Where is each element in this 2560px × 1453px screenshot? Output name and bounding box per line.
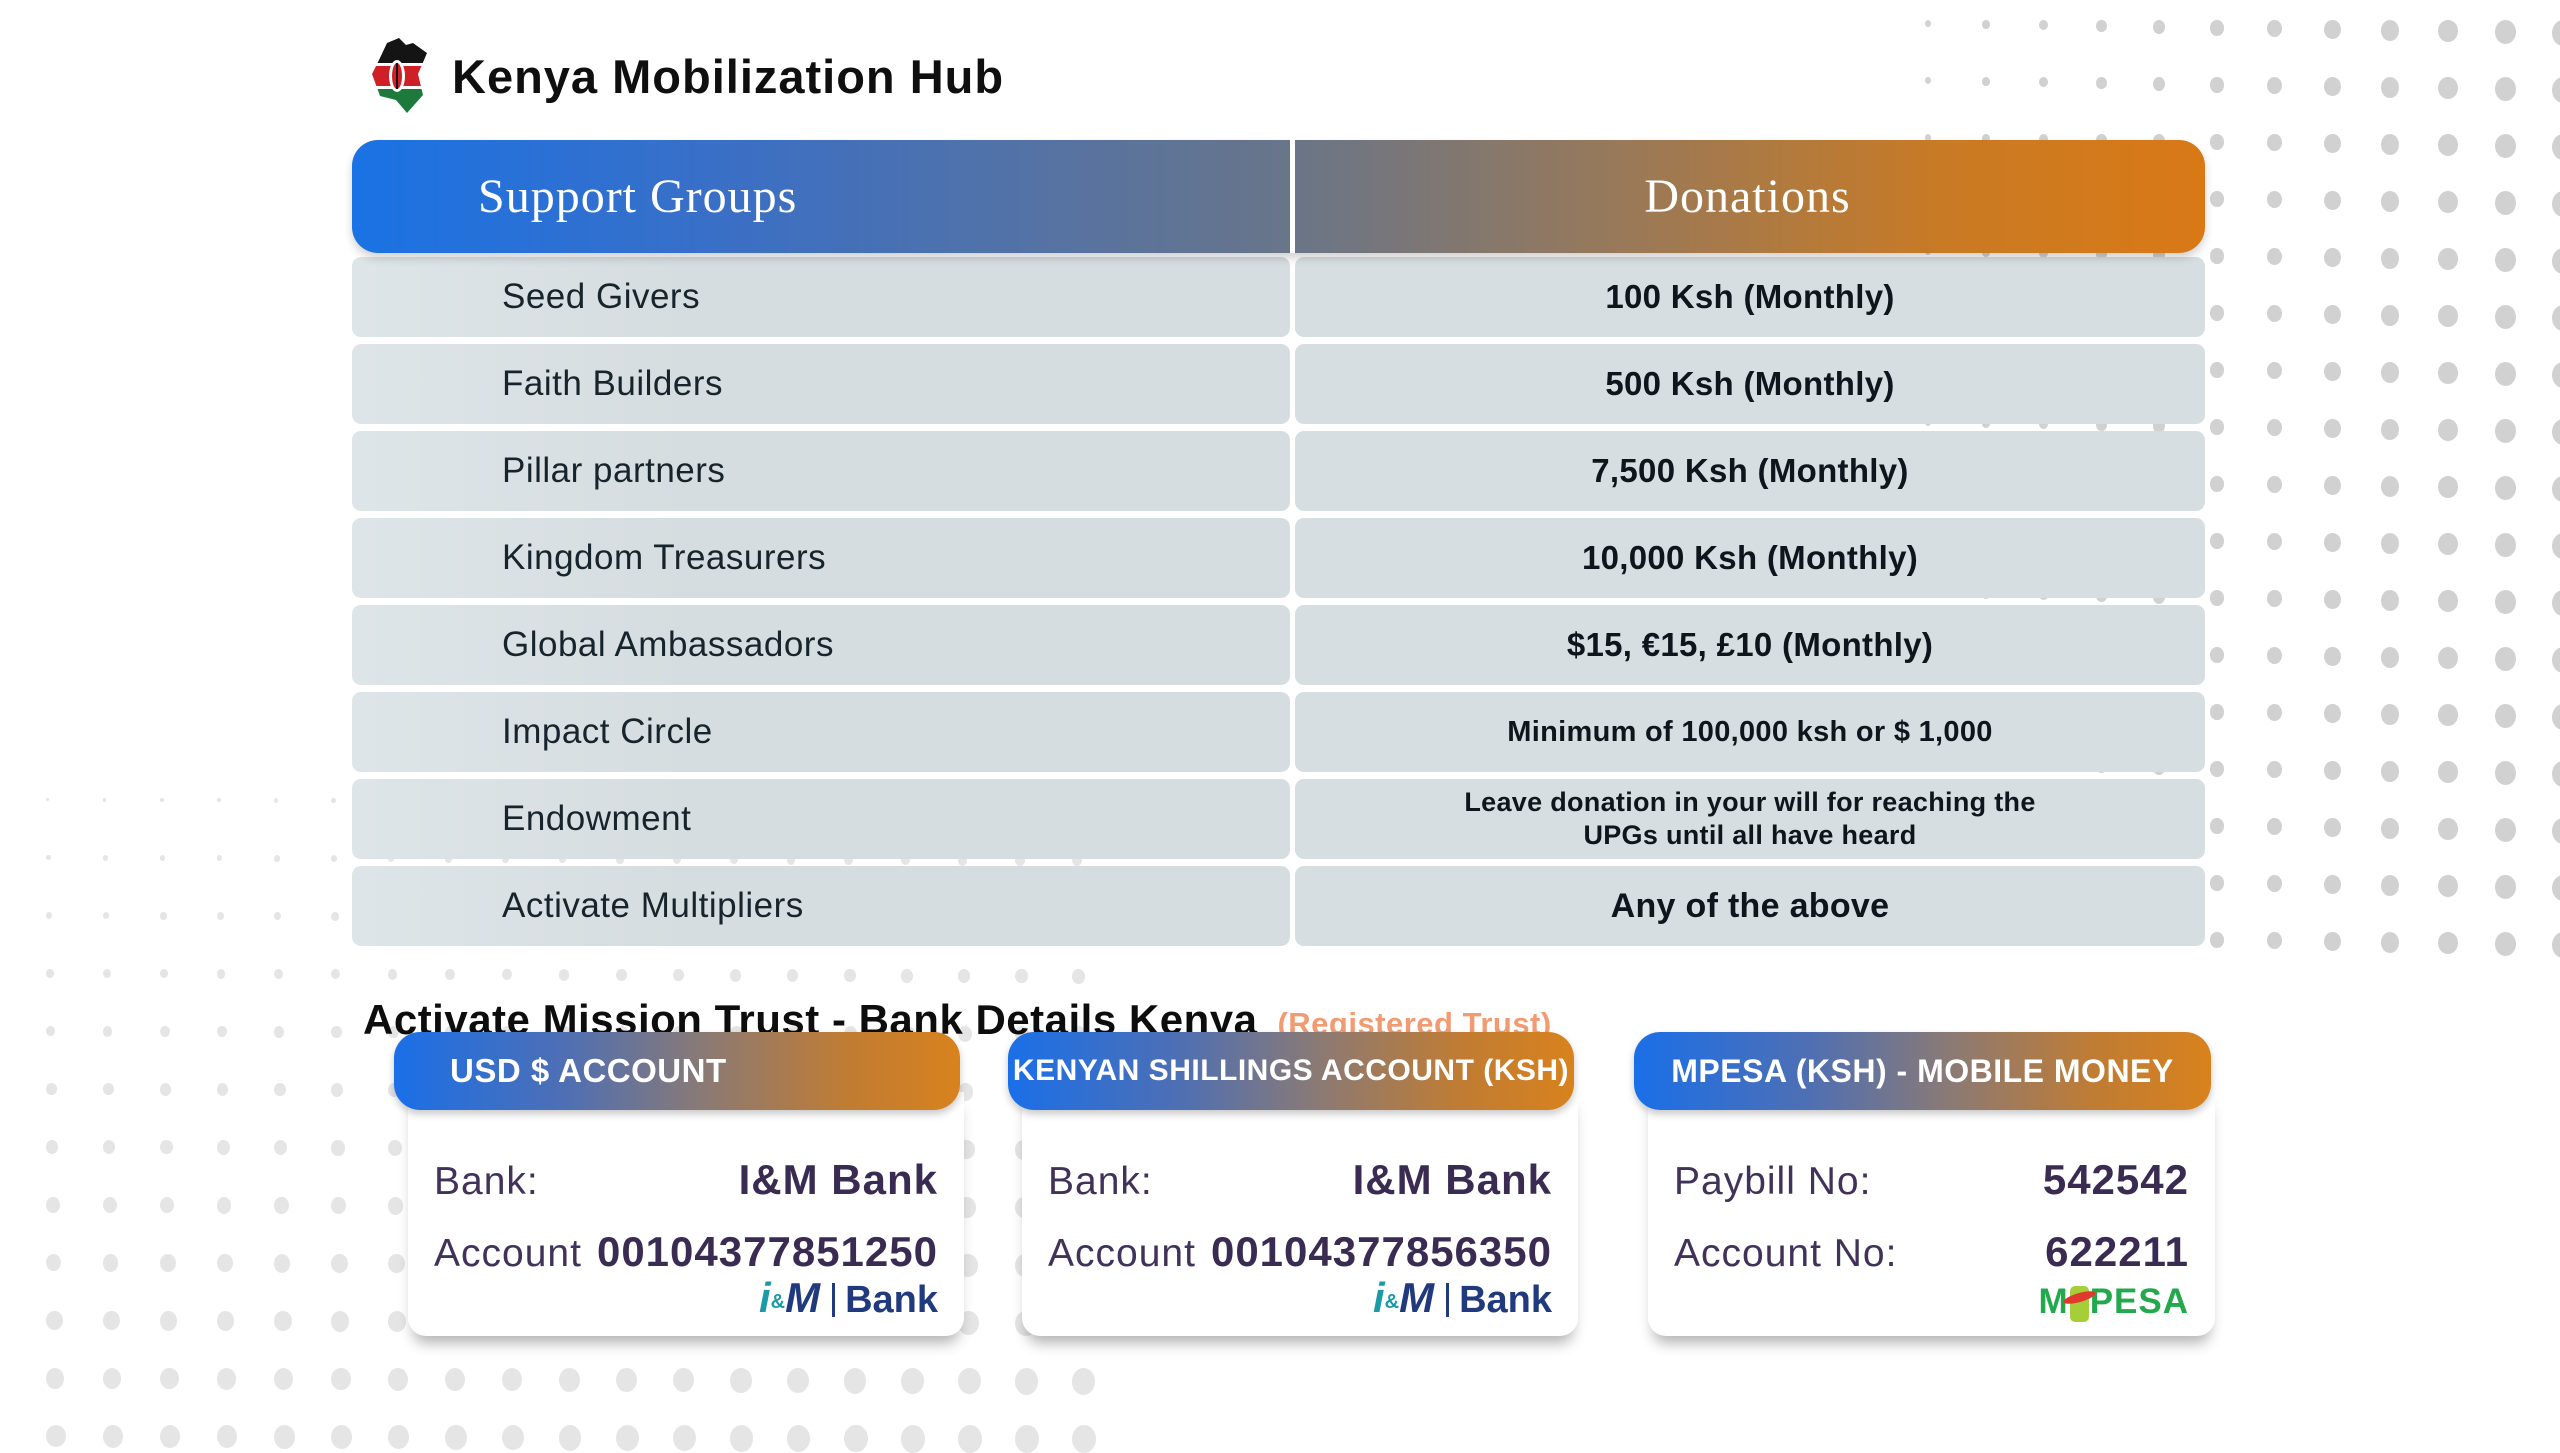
im-logo-divider <box>1446 1283 1450 1317</box>
column-header-support-groups: Support Groups <box>478 170 798 223</box>
mpesa-logo: M PESA <box>2039 1282 2189 1322</box>
table-row: Endowment Leave donation in your will fo… <box>352 779 2205 859</box>
table-row: Kingdom Treasurers 10,000 Ksh (Monthly) <box>352 518 2205 598</box>
bank-name-value: I&M Bank <box>1352 1156 1552 1203</box>
im-logo-i: i <box>758 1274 771 1321</box>
im-logo-divider <box>832 1283 836 1317</box>
table-row: Activate Multipliers Any of the above <box>352 866 2205 946</box>
bank-name-value: I&M Bank <box>738 1156 938 1203</box>
page-title: Kenya Mobilization Hub <box>452 49 1005 103</box>
group-cell: Endowment <box>352 779 1290 859</box>
table-row: Impact Circle Minimum of 100,000 ksh or … <box>352 692 2205 772</box>
im-logo-bank: Bank <box>845 1279 938 1321</box>
im-logo-amp: & <box>1384 1291 1400 1313</box>
group-cell: Global Ambassadors <box>352 605 1290 685</box>
kenya-map-flag-icon <box>366 38 428 114</box>
account-number-value: 00104377851250 <box>596 1228 938 1275</box>
paybill-number-value: 542542 <box>2042 1156 2189 1203</box>
donation-cell: 10,000 Ksh (Monthly) <box>1295 518 2205 598</box>
account-no-value: 622211 <box>2045 1228 2189 1275</box>
ksh-account-card-header: KENYAN SHILLINGS ACCOUNT (KSH) <box>1008 1032 1574 1110</box>
group-cell: Seed Givers <box>352 257 1290 337</box>
donation-cell: 7,500 Ksh (Monthly) <box>1295 431 2205 511</box>
bank-label: Bank: <box>1048 1160 1153 1203</box>
im-logo-m: M <box>785 1274 821 1321</box>
mpesa-logo-pesa: PESA <box>2089 1282 2189 1321</box>
account-label: Account <box>434 1232 582 1275</box>
usd-account-card-header: USD $ ACCOUNT <box>394 1032 960 1110</box>
mpesa-logo-phone-icon <box>2069 1286 2089 1322</box>
im-logo-amp: & <box>770 1291 786 1313</box>
donation-cell: 100 Ksh (Monthly) <box>1295 257 2205 337</box>
paybill-label: Paybill No: <box>1674 1160 1872 1203</box>
table-row: Seed Givers 100 Ksh (Monthly) <box>352 257 2205 337</box>
group-cell: Activate Multipliers <box>352 866 1290 946</box>
ksh-account-card: KENYAN SHILLINGS ACCOUNT (KSH) Bank: I&M… <box>1008 1032 1578 1336</box>
donation-cell: $15, €15, £10 (Monthly) <box>1295 605 2205 685</box>
donation-cell: Leave donation in your will for reaching… <box>1295 779 2205 859</box>
donation-cell: 500 Ksh (Monthly) <box>1295 344 2205 424</box>
im-logo-bank: Bank <box>1459 1279 1552 1321</box>
donation-cell: Any of the above <box>1295 866 2205 946</box>
table-header-row: Support Groups Donations <box>352 140 2205 253</box>
donation-line-2: UPGs until all have heard <box>1583 820 1917 850</box>
account-no-label: Account No: <box>1674 1232 1898 1275</box>
donation-cell: Minimum of 100,000 ksh or $ 1,000 <box>1295 692 2205 772</box>
account-label: Account <box>1048 1232 1196 1275</box>
bank-label: Bank: <box>434 1160 539 1203</box>
table-row: Pillar partners 7,500 Ksh (Monthly) <box>352 431 2205 511</box>
column-header-donations: Donations <box>1644 170 1851 223</box>
im-logo-i: i <box>1372 1274 1385 1321</box>
group-cell: Pillar partners <box>352 431 1290 511</box>
im-logo-m: M <box>1399 1274 1435 1321</box>
group-cell: Impact Circle <box>352 692 1290 772</box>
mpesa-card-header: MPESA (KSH) - MOBILE MONEY <box>1634 1032 2211 1110</box>
im-bank-logo: i&M Bank <box>1373 1274 1552 1322</box>
account-number-value: 00104377856350 <box>1210 1228 1552 1275</box>
support-groups-table: Support Groups Donations Seed Givers 100… <box>352 140 2205 946</box>
usd-account-card: USD $ ACCOUNT Bank: I&M Bank Account 001… <box>394 1032 964 1336</box>
group-cell: Kingdom Treasurers <box>352 518 1290 598</box>
im-bank-logo: i&M Bank <box>759 1274 938 1322</box>
table-row: Faith Builders 500 Ksh (Monthly) <box>352 344 2205 424</box>
donation-line-1: Leave donation in your will for reaching… <box>1464 787 2036 818</box>
brand-header: Kenya Mobilization Hub <box>366 38 1004 114</box>
table-row: Global Ambassadors $15, €15, £10 (Monthl… <box>352 605 2205 685</box>
group-cell: Faith Builders <box>352 344 1290 424</box>
mpesa-card: MPESA (KSH) - MOBILE MONEY Paybill No: 5… <box>1634 1032 2215 1336</box>
